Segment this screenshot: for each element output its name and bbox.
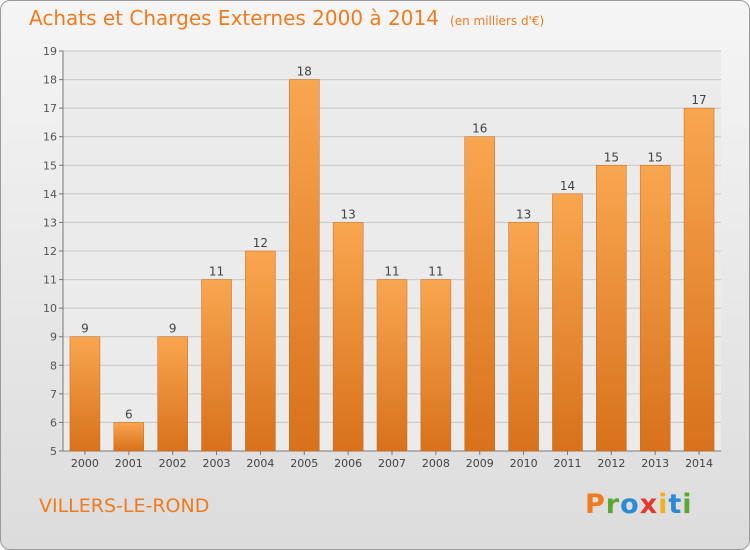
data-label: 15 xyxy=(648,150,663,164)
bar xyxy=(245,250,276,452)
y-tick-label: 15 xyxy=(43,159,57,172)
bar xyxy=(596,165,627,452)
x-tick-label: 2006 xyxy=(334,457,362,470)
y-tick-label: 17 xyxy=(43,102,57,115)
data-label: 11 xyxy=(384,265,399,279)
bar xyxy=(69,336,101,452)
data-label: 13 xyxy=(340,207,355,221)
y-tick-label: 8 xyxy=(50,359,57,372)
bar xyxy=(201,279,232,452)
chart-unit-note: (en milliers d'€) xyxy=(450,14,545,28)
x-tick-label: 2014 xyxy=(685,457,713,470)
y-tick-label: 16 xyxy=(43,131,57,144)
bar xyxy=(289,79,320,452)
x-tick-label: 2013 xyxy=(641,457,669,470)
logo-letter: i xyxy=(658,489,669,520)
y-tick-label: 14 xyxy=(43,188,57,201)
title-row: Achats et Charges Externes 2000 à 2014 (… xyxy=(29,6,544,30)
data-label: 17 xyxy=(691,93,706,107)
data-label: 15 xyxy=(604,150,619,164)
y-tick-label: 13 xyxy=(43,216,57,229)
y-tick-label: 19 xyxy=(43,45,57,58)
x-tick-label: 2005 xyxy=(290,457,318,470)
y-tick-label: 7 xyxy=(50,388,57,401)
data-label: 11 xyxy=(209,265,224,279)
data-label: 6 xyxy=(125,407,133,421)
data-label: 18 xyxy=(297,65,312,79)
town-name: VILLERS-LE-ROND xyxy=(39,495,210,517)
bar xyxy=(639,165,671,452)
data-label: 9 xyxy=(169,322,177,336)
bar xyxy=(508,222,539,452)
y-tick-label: 6 xyxy=(50,416,57,429)
data-label: 11 xyxy=(428,265,443,279)
y-tick-label: 10 xyxy=(43,302,57,315)
x-tick-label: 2012 xyxy=(597,457,625,470)
data-label: 13 xyxy=(516,207,531,221)
logo-letter: r xyxy=(605,489,621,520)
logo-letter: t xyxy=(668,489,683,520)
data-label: 16 xyxy=(472,122,487,136)
x-tick-label: 2000 xyxy=(71,457,99,470)
logo-letter: P xyxy=(585,489,606,520)
y-tick-label: 11 xyxy=(43,274,57,287)
bar xyxy=(113,422,145,452)
logo-letter: i xyxy=(682,489,693,520)
x-tick-label: 2004 xyxy=(246,457,274,470)
x-tick-label: 2003 xyxy=(203,457,231,470)
bar xyxy=(420,279,452,452)
x-tick-label: 2001 xyxy=(115,457,143,470)
x-tick-label: 2009 xyxy=(466,457,494,470)
data-label: 12 xyxy=(253,236,268,250)
bar xyxy=(157,336,188,452)
x-tick-label: 2011 xyxy=(553,457,581,470)
x-tick-label: 2008 xyxy=(422,457,450,470)
bar xyxy=(332,222,364,452)
x-tick-label: 2007 xyxy=(378,457,406,470)
y-tick-label: 5 xyxy=(50,445,57,458)
data-label: 9 xyxy=(81,322,89,336)
bar xyxy=(464,136,495,452)
logo-letter: x xyxy=(639,489,659,520)
x-tick-label: 2010 xyxy=(510,457,538,470)
logo-letter: o xyxy=(620,489,640,520)
y-tick-label: 9 xyxy=(50,331,57,344)
chart-title: Achats et Charges Externes 2000 à 2014 xyxy=(29,6,439,30)
data-label: 14 xyxy=(560,179,575,193)
y-tick-label: 18 xyxy=(43,74,57,87)
proxiti-logo: Proxiti xyxy=(585,489,693,520)
bar xyxy=(376,279,408,452)
y-tick-label: 12 xyxy=(43,245,57,258)
x-tick-label: 2002 xyxy=(159,457,187,470)
bar xyxy=(552,193,583,452)
bar xyxy=(683,107,715,452)
